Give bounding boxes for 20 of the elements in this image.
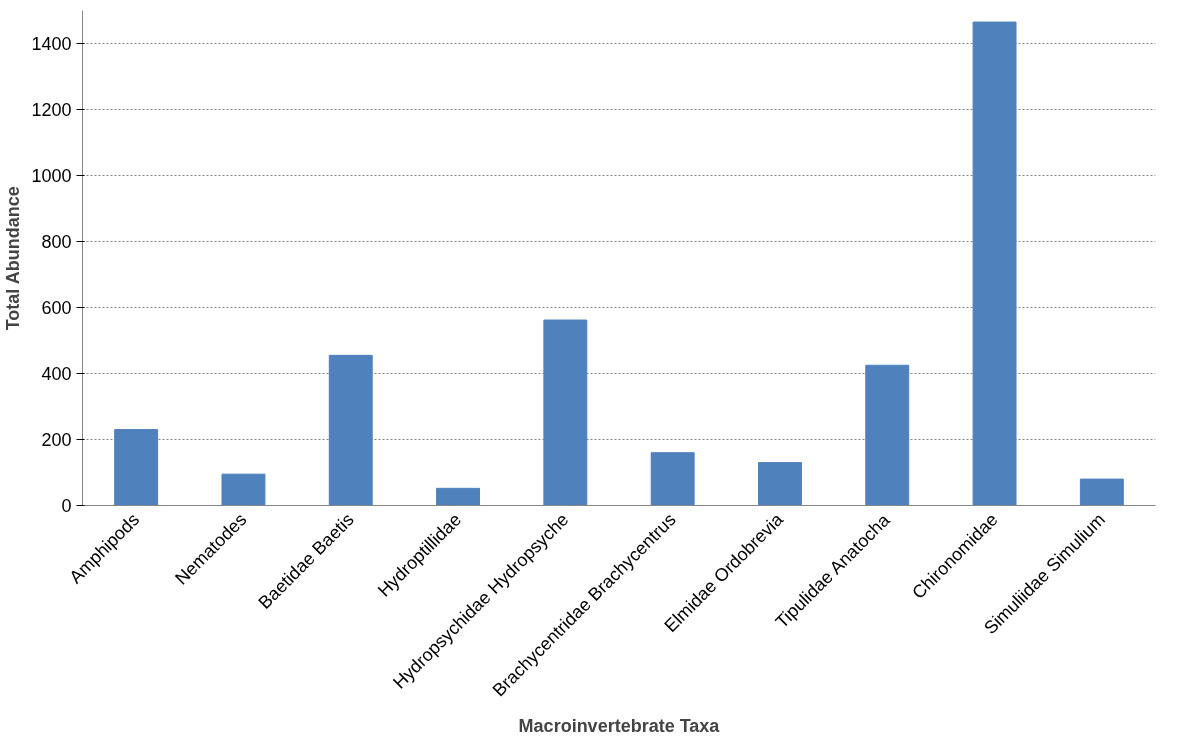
- bar: [972, 21, 1017, 506]
- bar: [757, 462, 802, 506]
- bar: [114, 429, 159, 506]
- x-axis-title: Macroinvertebrate Taxa: [518, 715, 721, 736]
- y-tick-label: 600: [41, 298, 72, 318]
- bar: [1079, 478, 1124, 506]
- y-tick-label: 1000: [31, 166, 72, 186]
- y-tick-label: 0: [61, 496, 72, 516]
- y-axis-title: Total Abundance: [3, 186, 24, 331]
- y-tick-label: 1200: [31, 100, 72, 120]
- bar: [436, 487, 481, 506]
- bar: [650, 452, 695, 506]
- bar: [328, 354, 373, 506]
- y-tick-label: 200: [41, 430, 72, 450]
- y-tick-label: 400: [41, 364, 72, 384]
- bar: [865, 364, 910, 506]
- y-tick-label: 800: [41, 232, 72, 252]
- y-tick-label: 1400: [31, 34, 72, 54]
- bar: [221, 473, 266, 506]
- bar: [543, 319, 588, 506]
